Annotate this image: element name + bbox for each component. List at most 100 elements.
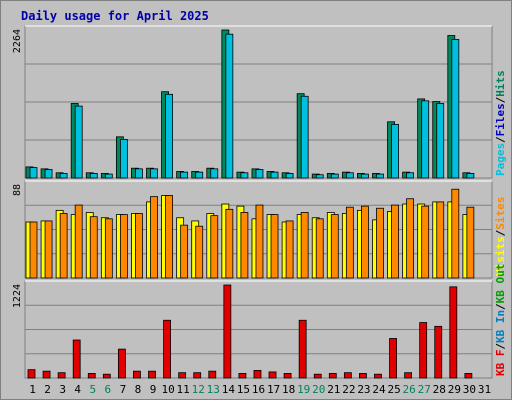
bar-top-hits-27 xyxy=(421,100,430,179)
bar-top-hits-18 xyxy=(285,173,294,179)
legend-separator: / xyxy=(494,136,507,143)
bar-top-hits-28 xyxy=(436,103,445,179)
legend-separator: / xyxy=(494,343,507,350)
bar-bottom-kb-f-17 xyxy=(268,371,277,379)
bar-bottom-kb-f-25 xyxy=(389,338,397,379)
bar-top-hits-10 xyxy=(165,93,173,179)
bar-bottom-kb-f-27 xyxy=(419,322,428,379)
legend-kb-in: KB In xyxy=(494,310,507,343)
legend-kb-f: KB F xyxy=(494,350,507,377)
day-label-17: 17 xyxy=(267,383,280,396)
y-max-label-bottom: 1224 xyxy=(12,284,23,308)
bar-middle-sites-22 xyxy=(345,206,354,279)
bar-bottom-kb-f-14 xyxy=(223,284,232,379)
bar-bottom-kb-f-29 xyxy=(449,286,458,379)
bar-bottom-kb-f-7 xyxy=(117,348,126,379)
day-label-22: 22 xyxy=(342,383,355,396)
bar-top-hits-8 xyxy=(135,168,143,179)
day-label-25: 25 xyxy=(387,383,400,396)
bar-bottom-kb-f-10 xyxy=(163,319,171,379)
bar-top-hits-6 xyxy=(104,173,113,179)
chart-title: Daily usage for April 2025 xyxy=(21,9,209,23)
bar-middle-sites-2 xyxy=(44,220,53,279)
bar-top-hits-13 xyxy=(210,168,219,179)
legend-visits: Visits xyxy=(494,236,507,276)
bar-top-hits-29 xyxy=(451,39,460,179)
bar-top-hits-26 xyxy=(406,172,415,179)
y-max-label-middle: 88 xyxy=(12,184,23,196)
bar-middle-sites-7 xyxy=(119,214,128,279)
bar-bottom-kb-f-12 xyxy=(193,372,202,379)
bar-top-hits-30 xyxy=(466,173,475,179)
legend-pages: Pages xyxy=(494,143,507,176)
day-label-6: 6 xyxy=(105,383,112,396)
day-label-15: 15 xyxy=(237,383,250,396)
bar-middle-sites-15 xyxy=(240,212,249,279)
bar-middle-sites-24 xyxy=(376,207,384,279)
bar-middle-sites-18 xyxy=(285,220,294,279)
bar-middle-sites-10 xyxy=(165,195,173,279)
day-label-23: 23 xyxy=(357,383,370,396)
bar-middle-sites-11 xyxy=(180,224,189,279)
bar-bottom-kb-f-18 xyxy=(283,373,292,379)
bar-bottom-kb-f-6 xyxy=(102,373,111,379)
bar-top-hits-22 xyxy=(345,172,354,179)
day-label-12: 12 xyxy=(192,383,205,396)
bar-bottom-kb-f-20 xyxy=(313,373,322,379)
day-label-26: 26 xyxy=(403,383,416,396)
day-label-16: 16 xyxy=(252,383,265,396)
bar-middle-sites-9 xyxy=(150,196,158,279)
legend-separator: / xyxy=(494,96,507,103)
bar-bottom-kb-f-21 xyxy=(328,373,337,379)
day-label-29: 29 xyxy=(448,383,461,396)
bar-top-hits-16 xyxy=(255,169,264,179)
bar-top-hits-2 xyxy=(44,169,53,179)
bar-middle-sites-14 xyxy=(225,208,234,279)
bar-bottom-kb-f-30 xyxy=(464,373,473,379)
day-label-11: 11 xyxy=(177,383,190,396)
bar-top-hits-24 xyxy=(376,173,384,179)
legend-separator: / xyxy=(494,229,507,236)
bar-top-hits-23 xyxy=(361,173,369,179)
day-label-31: 31 xyxy=(478,383,491,396)
bar-top-hits-12 xyxy=(195,171,204,179)
bar-middle-sites-28 xyxy=(436,201,445,279)
bar-bottom-kb-f-11 xyxy=(178,372,187,379)
bar-bottom-kb-f-28 xyxy=(434,325,443,379)
bar-middle-sites-30 xyxy=(466,206,475,279)
bar-bottom-kb-f-24 xyxy=(374,373,382,379)
bar-top-hits-11 xyxy=(180,171,189,179)
bar-top-hits-3 xyxy=(59,173,68,179)
day-label-30: 30 xyxy=(463,383,476,396)
day-label-7: 7 xyxy=(120,383,127,396)
bar-middle-sites-12 xyxy=(195,225,204,279)
day-label-28: 28 xyxy=(433,383,446,396)
legend-kb-out: KB Out xyxy=(494,264,507,304)
bar-middle-sites-23 xyxy=(361,205,369,279)
bar-top-hits-17 xyxy=(270,171,279,179)
day-label-14: 14 xyxy=(222,383,236,396)
bar-middle-sites-3 xyxy=(59,213,68,279)
bar-bottom-kb-f-1 xyxy=(27,369,36,379)
bar-bottom-kb-f-19 xyxy=(298,319,307,379)
bar-bottom-kb-f-15 xyxy=(238,373,247,379)
day-label-5: 5 xyxy=(89,383,96,396)
bar-top-hits-7 xyxy=(119,139,128,179)
day-label-20: 20 xyxy=(312,383,325,396)
bar-bottom-kb-f-22 xyxy=(343,372,352,379)
day-label-24: 24 xyxy=(372,383,386,396)
day-label-10: 10 xyxy=(161,383,174,396)
bar-middle-sites-29 xyxy=(451,188,460,279)
day-label-4: 4 xyxy=(74,383,81,396)
bar-middle-sites-26 xyxy=(406,198,415,279)
bar-bottom-kb-f-3 xyxy=(57,372,66,379)
bar-bottom-kb-f-9 xyxy=(148,370,156,379)
bar-bottom-kb-f-16 xyxy=(253,370,262,379)
bar-middle-sites-6 xyxy=(104,218,113,279)
bar-middle-sites-19 xyxy=(300,212,309,279)
day-label-2: 2 xyxy=(44,383,51,396)
bar-middle-sites-21 xyxy=(330,214,339,279)
day-label-1: 1 xyxy=(29,383,36,396)
day-label-18: 18 xyxy=(282,383,295,396)
